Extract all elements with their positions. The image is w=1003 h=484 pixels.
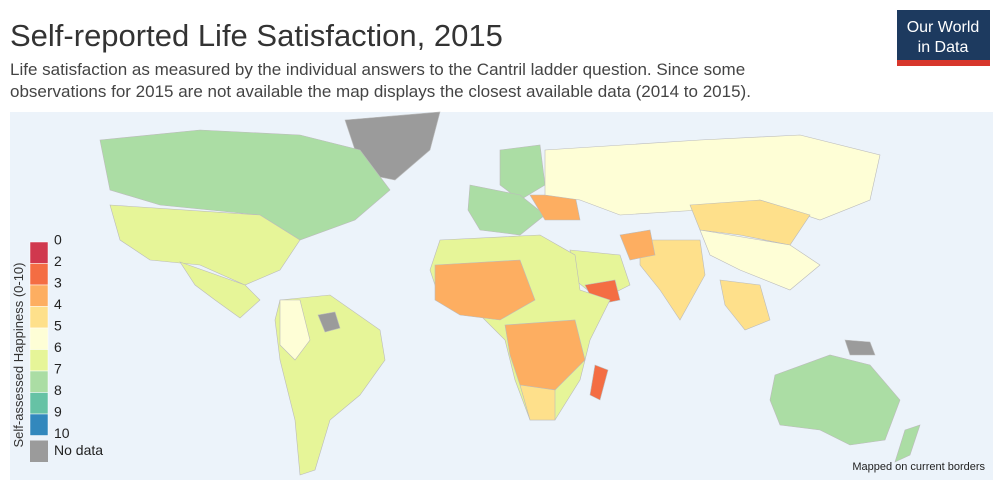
legend-label: 4 bbox=[54, 296, 62, 312]
legend-label: 8 bbox=[54, 382, 62, 398]
australia bbox=[769, 354, 901, 446]
india bbox=[639, 239, 706, 321]
title: Self-reported Life Satisfaction, 2015 bbox=[10, 18, 503, 53]
legend-label: 7 bbox=[54, 361, 62, 377]
legend-label: 2 bbox=[54, 253, 62, 269]
logo[interactable]: Our World in Data bbox=[897, 10, 990, 66]
guianas bbox=[317, 311, 341, 333]
legend-swatch bbox=[29, 306, 49, 329]
map bbox=[99, 111, 921, 476]
logo-text: Our World bbox=[907, 19, 980, 36]
scandinavia bbox=[499, 144, 546, 201]
legend-swatch bbox=[29, 241, 49, 264]
western-europe bbox=[467, 184, 546, 236]
legend-swatch bbox=[29, 327, 49, 350]
legend-title: Self-assessed Happiness (0-10) bbox=[11, 263, 26, 448]
new-zealand bbox=[894, 424, 921, 463]
afghanistan bbox=[619, 229, 656, 261]
logo-box bbox=[897, 10, 990, 63]
footer-note: Mapped on current borders bbox=[852, 461, 985, 473]
canada bbox=[99, 129, 391, 241]
legend-swatch bbox=[29, 413, 49, 436]
legend-swatch bbox=[29, 392, 49, 415]
legend-swatch bbox=[29, 284, 49, 307]
legend-swatch bbox=[29, 370, 49, 393]
andes bbox=[279, 299, 311, 361]
mexico bbox=[179, 261, 261, 319]
legend-label: No data bbox=[54, 442, 103, 458]
southeast-asia bbox=[719, 279, 771, 331]
subtitle: Life satisfaction as measured by the ind… bbox=[10, 60, 745, 79]
subtitle: observations for 2015 are not available … bbox=[10, 82, 751, 101]
legend-swatch bbox=[29, 349, 49, 372]
madagascar bbox=[589, 364, 609, 401]
papua bbox=[844, 339, 876, 356]
china bbox=[699, 229, 821, 291]
logo-stripe bbox=[897, 60, 990, 66]
logo-text: in Data bbox=[918, 39, 969, 56]
legend-swatch bbox=[30, 440, 48, 462]
legend-label: 0 bbox=[54, 232, 62, 248]
legend: Self-assessed Happiness (0-10) 0 2 3 4 5 6 7 8 9… bbox=[11, 232, 103, 462]
legend-label: 10 bbox=[54, 425, 70, 441]
legend-label: 6 bbox=[54, 339, 62, 355]
legend-swatch bbox=[29, 263, 49, 286]
west-africa bbox=[434, 259, 536, 321]
legend-label: 3 bbox=[54, 275, 62, 291]
legend-label: 5 bbox=[54, 318, 62, 334]
south-africa bbox=[519, 384, 556, 421]
legend-label: 9 bbox=[54, 404, 62, 420]
